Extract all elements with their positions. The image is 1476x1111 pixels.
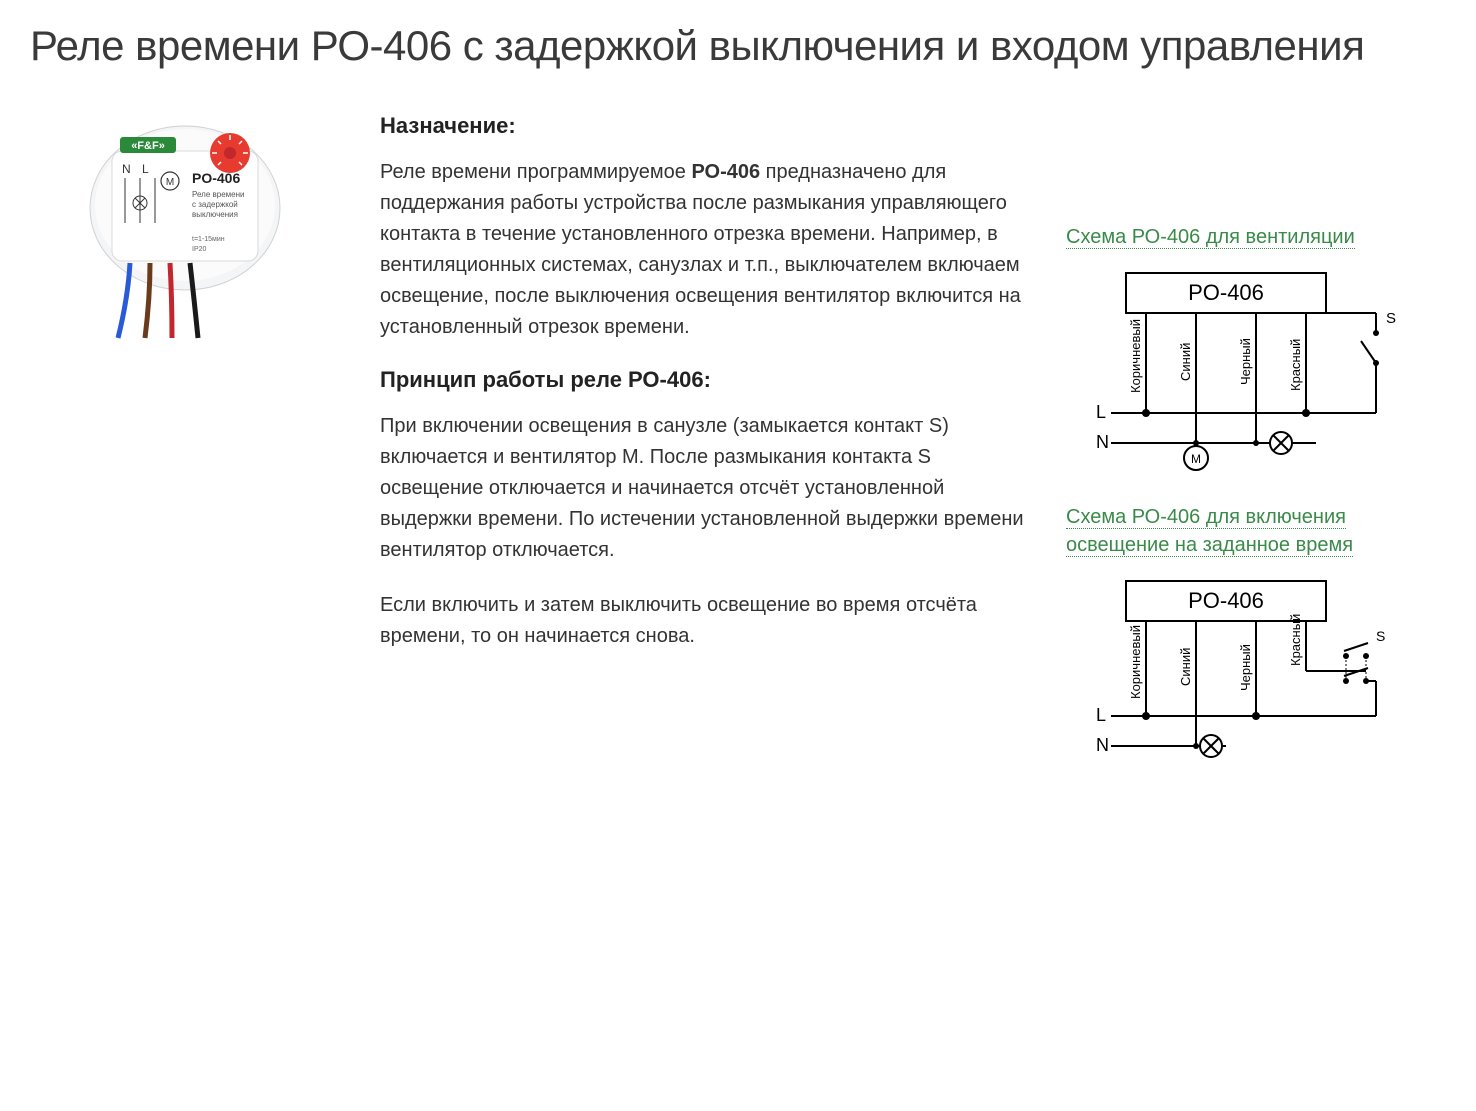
svg-text:Черный: Черный	[1238, 338, 1253, 385]
product-device-illustration: «F&F» N L M	[70, 123, 300, 343]
diagram-1-svg: PO-406 Коричневый Синий Черный Красный L…	[1066, 263, 1406, 473]
purpose-text-after: предназначено для поддержания работы уст…	[380, 161, 1021, 338]
svg-text:L: L	[1096, 705, 1106, 725]
svg-text:Черный: Черный	[1238, 644, 1253, 691]
svg-text:Синий: Синий	[1178, 647, 1193, 685]
svg-text:M: M	[1191, 452, 1201, 466]
svg-text:M: M	[166, 177, 174, 188]
svg-text:Красный: Красный	[1288, 613, 1303, 665]
diagram-2-svg: PO-406 Коричневый Синий Черный Красный L…	[1066, 571, 1406, 771]
svg-text:N: N	[1096, 432, 1109, 452]
svg-text:Коричневый: Коричневый	[1128, 625, 1143, 699]
purpose-text: Реле времени программируемое РО-406 пред…	[380, 157, 1036, 343]
diagram-1-caption: Схема РО-406 для вентиляции	[1066, 226, 1355, 249]
content-grid: «F&F» N L M	[30, 113, 1446, 801]
svg-text:t=1-15мин: t=1-15мин	[192, 236, 225, 243]
diagrams-column: Схема РО-406 для вентиляции PO-406 Корич…	[1066, 113, 1446, 801]
svg-text:Коричневый: Коричневый	[1128, 319, 1143, 393]
svg-text:N: N	[122, 162, 131, 176]
svg-text:N: N	[1096, 735, 1109, 755]
text-column: Назначение: Реле времени программируемое…	[380, 113, 1036, 676]
principle-para2: Если включить и затем выключить освещени…	[380, 590, 1036, 652]
principle-heading: Принцип работы реле РО-406:	[380, 367, 1036, 393]
svg-text:L: L	[1096, 402, 1106, 422]
principle-para1: При включении освещения в санузле (замык…	[380, 411, 1036, 566]
svg-text:S: S	[1386, 310, 1396, 327]
svg-text:IP20: IP20	[192, 246, 207, 253]
diagram-2-caption: Схема РО-406 для включения освещение на …	[1066, 506, 1353, 557]
svg-text:Синий: Синий	[1178, 342, 1193, 380]
product-image-column: «F&F» N L M	[30, 113, 350, 343]
svg-text:S: S	[1376, 628, 1385, 644]
purpose-text-before: Реле времени программируемое	[380, 161, 691, 183]
svg-text:«F&F»: «F&F»	[131, 140, 165, 152]
svg-text:PO-406: PO-406	[192, 170, 240, 186]
svg-text:PO-406: PO-406	[1188, 588, 1264, 613]
svg-text:Реле времени: Реле времени	[192, 190, 245, 199]
svg-text:PO-406: PO-406	[1188, 280, 1264, 305]
diagram-1-block: Схема РО-406 для вентиляции PO-406 Корич…	[1066, 223, 1446, 473]
purpose-text-bold: РО-406	[691, 161, 760, 183]
purpose-heading: Назначение:	[380, 113, 1036, 139]
page-title: Реле времени РО-406 с задержкой выключен…	[30, 20, 1446, 73]
svg-text:L: L	[142, 162, 149, 176]
svg-text:с задержкой: с задержкой	[192, 200, 238, 209]
svg-text:выключения: выключения	[192, 210, 238, 219]
svg-text:Красный: Красный	[1288, 338, 1303, 390]
diagram-2-block: Схема РО-406 для включения освещение на …	[1066, 503, 1446, 771]
